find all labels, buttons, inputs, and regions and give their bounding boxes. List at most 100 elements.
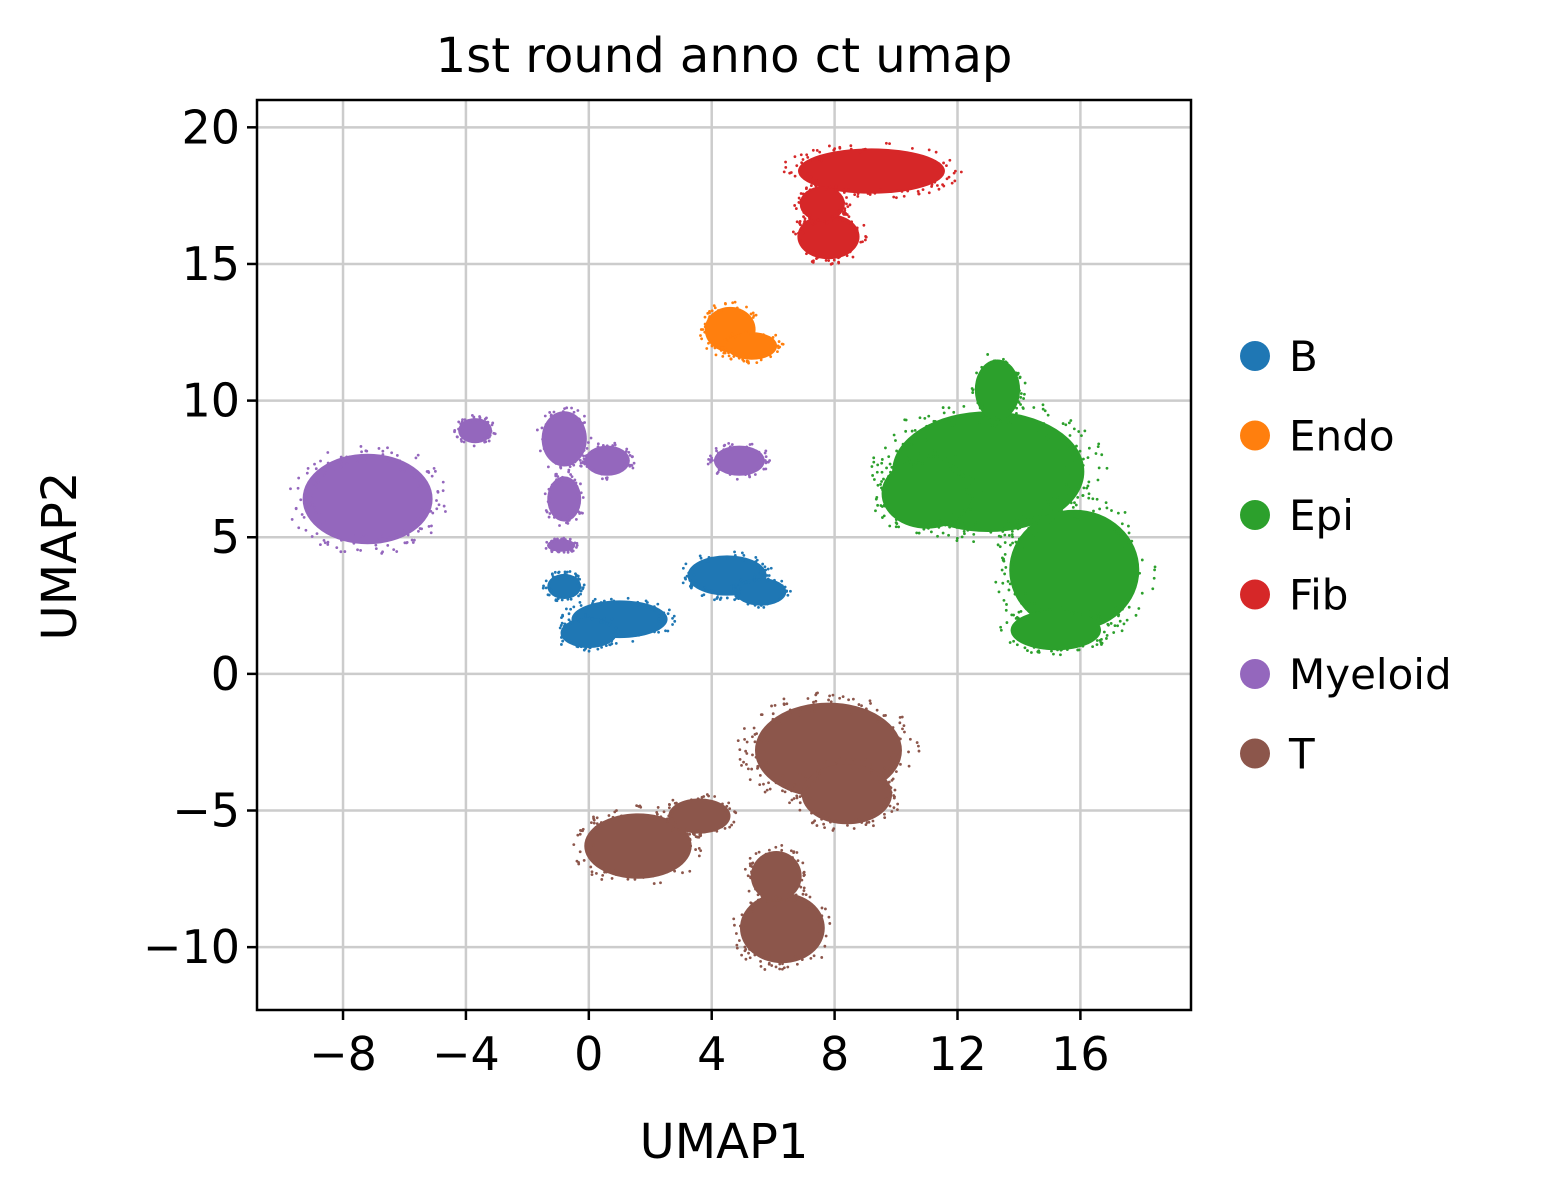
scatter-point xyxy=(662,611,666,615)
scatter-point xyxy=(871,474,875,477)
scatter-point xyxy=(1067,646,1071,649)
scatter-point xyxy=(546,426,550,430)
scatter-point xyxy=(678,827,682,830)
scatter-point xyxy=(811,148,815,152)
scatter-point xyxy=(960,535,964,539)
scatter-point xyxy=(804,949,808,953)
scatter-point xyxy=(1019,396,1023,399)
scatter-point xyxy=(569,607,573,611)
scatter-point xyxy=(872,460,876,464)
scatter-point xyxy=(805,153,809,157)
scatter-point xyxy=(973,472,977,476)
cluster-core xyxy=(974,359,1021,420)
scatter-point xyxy=(664,629,667,633)
scatter-point xyxy=(764,455,768,458)
scatter-point xyxy=(707,794,710,798)
scatter-point xyxy=(1127,524,1130,528)
scatter-point xyxy=(754,887,757,891)
scatter-point xyxy=(600,645,603,649)
scatter-point xyxy=(1023,646,1027,650)
scatter-point xyxy=(345,455,349,459)
scatter-point xyxy=(1084,511,1088,515)
scatter-point xyxy=(710,556,714,560)
scatter-point xyxy=(582,448,586,452)
scatter-point xyxy=(937,162,941,166)
scatter-point xyxy=(1016,516,1020,520)
scatter-point xyxy=(709,460,712,464)
scatter-point xyxy=(688,832,692,836)
scatter-point xyxy=(590,821,593,824)
scatter-point xyxy=(646,601,649,604)
scatter-point xyxy=(567,612,571,616)
scatter-point xyxy=(872,824,875,828)
scatter-point xyxy=(1016,371,1020,375)
scatter-point xyxy=(603,621,607,625)
scatter-point xyxy=(878,780,881,784)
scatter-point xyxy=(966,528,970,532)
scatter-point xyxy=(706,311,710,315)
scatter-point xyxy=(846,823,849,827)
scatter-point xyxy=(880,480,883,483)
scatter-point xyxy=(904,418,908,422)
scatter-point xyxy=(335,461,339,464)
scatter-point xyxy=(947,406,951,410)
scatter-point xyxy=(592,468,596,472)
scatter-point xyxy=(1028,528,1032,532)
scatter-point xyxy=(1132,559,1135,563)
scatter-point xyxy=(483,420,487,424)
scatter-point xyxy=(557,570,561,574)
scatter-point xyxy=(574,518,578,521)
y-tick-label: 15 xyxy=(181,237,240,291)
scatter-point xyxy=(689,798,693,802)
scatter-point xyxy=(1093,514,1097,518)
scatter-point xyxy=(1013,634,1017,638)
scatter-point xyxy=(590,450,594,454)
scatter-point xyxy=(729,335,732,338)
scatter-point xyxy=(971,388,975,392)
scatter-point xyxy=(1032,521,1036,524)
x-tick-label: 12 xyxy=(928,1027,987,1081)
scatter-point xyxy=(752,726,756,730)
scatter-point xyxy=(952,424,956,427)
scatter-point xyxy=(1108,608,1112,612)
scatter-point xyxy=(893,511,897,515)
scatter-point xyxy=(652,882,656,885)
scatter-point xyxy=(798,790,802,794)
scatter-point xyxy=(579,461,583,465)
scatter-point xyxy=(411,467,415,471)
scatter-point xyxy=(671,811,674,815)
scatter-point xyxy=(797,196,801,200)
scatter-point xyxy=(290,518,294,521)
scatter-point xyxy=(1008,407,1012,410)
scatter-point xyxy=(630,601,634,605)
scatter-point xyxy=(790,798,794,802)
scatter-point xyxy=(326,451,330,454)
scatter-point xyxy=(789,171,793,174)
scatter-point xyxy=(744,580,747,584)
scatter-point xyxy=(1104,501,1108,505)
scatter-point xyxy=(688,838,692,842)
scatter-point xyxy=(955,526,959,529)
scatter-point xyxy=(1041,403,1045,407)
cluster-core xyxy=(801,763,893,825)
scatter-point xyxy=(831,215,834,218)
scatter-point xyxy=(890,465,894,469)
scatter-point xyxy=(895,449,899,453)
scatter-point xyxy=(898,716,902,719)
scatter-point xyxy=(600,878,604,881)
scatter-point xyxy=(1152,576,1156,580)
scatter-point xyxy=(845,254,849,258)
scatter-point xyxy=(935,422,939,426)
scatter-point xyxy=(971,391,975,394)
scatter-point xyxy=(568,623,572,626)
scatter-point xyxy=(1140,591,1144,595)
scatter-point xyxy=(1047,647,1051,650)
scatter-point xyxy=(694,848,697,851)
scatter-point xyxy=(753,603,757,607)
scatter-point xyxy=(343,550,347,553)
scatter-point xyxy=(590,617,594,621)
scatter-point xyxy=(699,849,703,853)
scatter-point xyxy=(568,570,572,573)
scatter-point xyxy=(774,965,778,969)
scatter-point xyxy=(1069,419,1073,422)
